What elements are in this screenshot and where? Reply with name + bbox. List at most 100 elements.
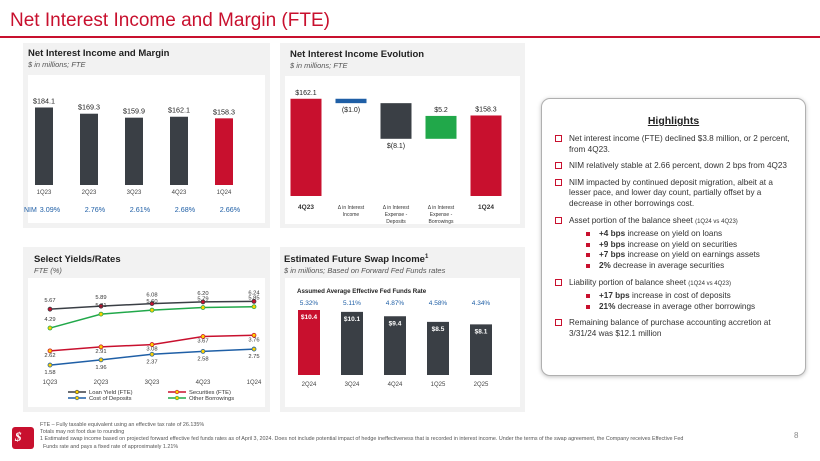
small-square-bullet-icon bbox=[586, 232, 590, 237]
data-label: $158.3 bbox=[213, 107, 235, 116]
bar bbox=[215, 118, 233, 185]
highlight-item: NIM relatively stable at 2.66 percent, d… bbox=[555, 161, 795, 172]
highlight-subitem: +4 bps increase on yield on loans bbox=[569, 229, 795, 240]
highlight-text: Net interest income (FTE) declined $3.8 … bbox=[569, 134, 790, 154]
bar bbox=[384, 316, 406, 375]
data-label: 1.58 bbox=[44, 370, 55, 376]
tick-label: Expense - bbox=[385, 212, 408, 218]
data-point bbox=[149, 351, 155, 357]
data-label: 6.24 bbox=[248, 290, 260, 296]
tick-label: 1Q23 bbox=[43, 380, 58, 386]
highlight-period: (1Q24 vs 4Q23) bbox=[688, 280, 731, 287]
data-label: 5.89 bbox=[95, 295, 106, 301]
data-point bbox=[251, 298, 257, 304]
swap-title-text: Estimated Future Swap Income bbox=[284, 254, 425, 266]
highlight-text: NIM relatively stable at 2.66 percent, d… bbox=[569, 161, 787, 171]
page-title: Net Interest Income and Margin (FTE) bbox=[10, 10, 330, 31]
bar bbox=[335, 98, 367, 104]
data-label: 4.29 bbox=[44, 317, 55, 323]
tick-label: 4Q23 bbox=[172, 190, 187, 196]
data-label: $162.1 bbox=[295, 90, 317, 97]
tick-label: 4Q24 bbox=[388, 382, 403, 388]
swap-chart: Assumed Average Effective Fed Funds Rate… bbox=[297, 288, 492, 388]
data-point bbox=[200, 305, 206, 310]
swap-subtitle: $ in millions; Based on Forward Fed Fund… bbox=[284, 266, 446, 275]
data-point bbox=[47, 306, 53, 312]
tick-label: 3Q23 bbox=[145, 380, 160, 386]
logo-mark-icon: $ bbox=[15, 429, 22, 444]
data-label: $5.2 bbox=[434, 107, 448, 114]
legend-label: Cost of Deposits bbox=[89, 396, 132, 402]
yields-title: Select Yields/Rates bbox=[34, 254, 121, 265]
data-label: $169.3 bbox=[78, 103, 100, 112]
highlight-subitem-text: decrease in average securities bbox=[613, 260, 725, 270]
nim-value: 2.66% bbox=[220, 205, 241, 214]
data-label: 2.58 bbox=[197, 356, 208, 362]
data-point bbox=[200, 299, 206, 305]
square-bullet-icon bbox=[555, 162, 562, 170]
rate-value: 5.32% bbox=[300, 300, 319, 307]
highlight-subitem-value: +4 bps bbox=[599, 229, 626, 239]
tick-label: 3Q23 bbox=[127, 190, 142, 196]
highlight-subitem-text: decrease in average other borrowings bbox=[617, 301, 756, 311]
nim-label: NIM bbox=[24, 207, 37, 214]
tick-label: Expense - bbox=[430, 212, 453, 218]
legend-label: Other Borrowings bbox=[189, 396, 234, 402]
swap-title-footnote-mark: 1 bbox=[424, 254, 429, 260]
data-label: $162.1 bbox=[168, 106, 190, 115]
yields-panel: Select Yields/Rates FTE (%) 5.67 5.89 6.08… bbox=[23, 247, 270, 412]
highlight-subitem-value: +7 bps bbox=[599, 250, 626, 260]
highlight-text: Asset portion of the balance sheet bbox=[569, 215, 693, 225]
footnotes: FTE – Fully taxable equivalent using an … bbox=[40, 422, 780, 451]
highlight-subitem: +17 bps increase in cost of deposits bbox=[569, 291, 795, 302]
nii-margin-panel: Net Interest Income and Margin $ in mill… bbox=[23, 43, 270, 228]
data-label: ($1.0) bbox=[342, 107, 360, 114]
highlight-period: (1Q24 vs 4Q23) bbox=[695, 218, 738, 225]
nii-margin-chart-area: $184.1 1Q23 3.09% $169.3 2Q23 2.76% $159.9 3Q23… bbox=[24, 75, 265, 223]
data-label: 5.85 bbox=[248, 296, 259, 302]
data-label: 2.62 bbox=[44, 353, 55, 359]
legend-marker bbox=[174, 389, 180, 395]
tick-label: 2Q25 bbox=[474, 382, 489, 388]
small-square-bullet-icon bbox=[586, 304, 590, 309]
highlight-item: Net interest income (FTE) declined $3.8 … bbox=[555, 134, 795, 155]
small-square-bullet-icon bbox=[586, 253, 590, 258]
highlights-title: Highlights bbox=[647, 115, 700, 127]
bar bbox=[341, 311, 363, 375]
nii-evolution-panel: Net Interest Income Evolution $ in milli… bbox=[280, 43, 525, 228]
data-label: 5.60 bbox=[146, 299, 157, 305]
tick-label: Δ in Interest bbox=[338, 205, 365, 211]
data-label: $10.4 bbox=[301, 314, 318, 321]
page-number: 8 bbox=[794, 431, 799, 440]
yields-chart: 5.67 5.89 6.08 6.20 6.24 2.62 2.91 3.08 3.67 3.76… bbox=[43, 290, 262, 402]
bar bbox=[298, 310, 320, 375]
data-label: $8.5 bbox=[432, 326, 445, 333]
data-point bbox=[200, 334, 206, 339]
data-point bbox=[149, 307, 155, 313]
legend-marker bbox=[74, 395, 80, 401]
data-label: 6.20 bbox=[197, 291, 208, 297]
data-label: 5.31 bbox=[95, 303, 106, 309]
highlight-subitem: +7 bps increase on yield on earnings ass… bbox=[569, 250, 795, 261]
legend-marker bbox=[74, 389, 80, 395]
bar bbox=[380, 103, 412, 139]
footnote-line: FTE – Fully taxable equivalent using an … bbox=[40, 422, 205, 428]
data-label: $(8.1) bbox=[387, 143, 405, 150]
highlight-subitem-text: increase on yield on securities bbox=[627, 239, 738, 249]
data-point bbox=[47, 325, 53, 331]
tick-label: 1Q25 bbox=[431, 382, 446, 388]
tick-label: Δ in Interest bbox=[383, 205, 410, 211]
nim-value: 3.09% bbox=[40, 205, 61, 214]
highlight-subitem-value: +9 bps bbox=[599, 239, 626, 249]
tick-label: Deposits bbox=[386, 219, 406, 225]
data-point bbox=[98, 344, 104, 350]
highlight-subitem: 21% decrease in average other borrowings bbox=[569, 302, 795, 313]
footnote-line: Totals may not foot due to rounding bbox=[40, 429, 125, 436]
data-point bbox=[47, 362, 53, 368]
bar bbox=[425, 115, 457, 139]
data-label: $8.1 bbox=[475, 328, 488, 335]
data-label: 2.75 bbox=[248, 354, 259, 360]
tick-label: 2Q23 bbox=[82, 190, 97, 196]
highlights-box: Highlights Net interest income (FTE) dec… bbox=[541, 98, 806, 376]
